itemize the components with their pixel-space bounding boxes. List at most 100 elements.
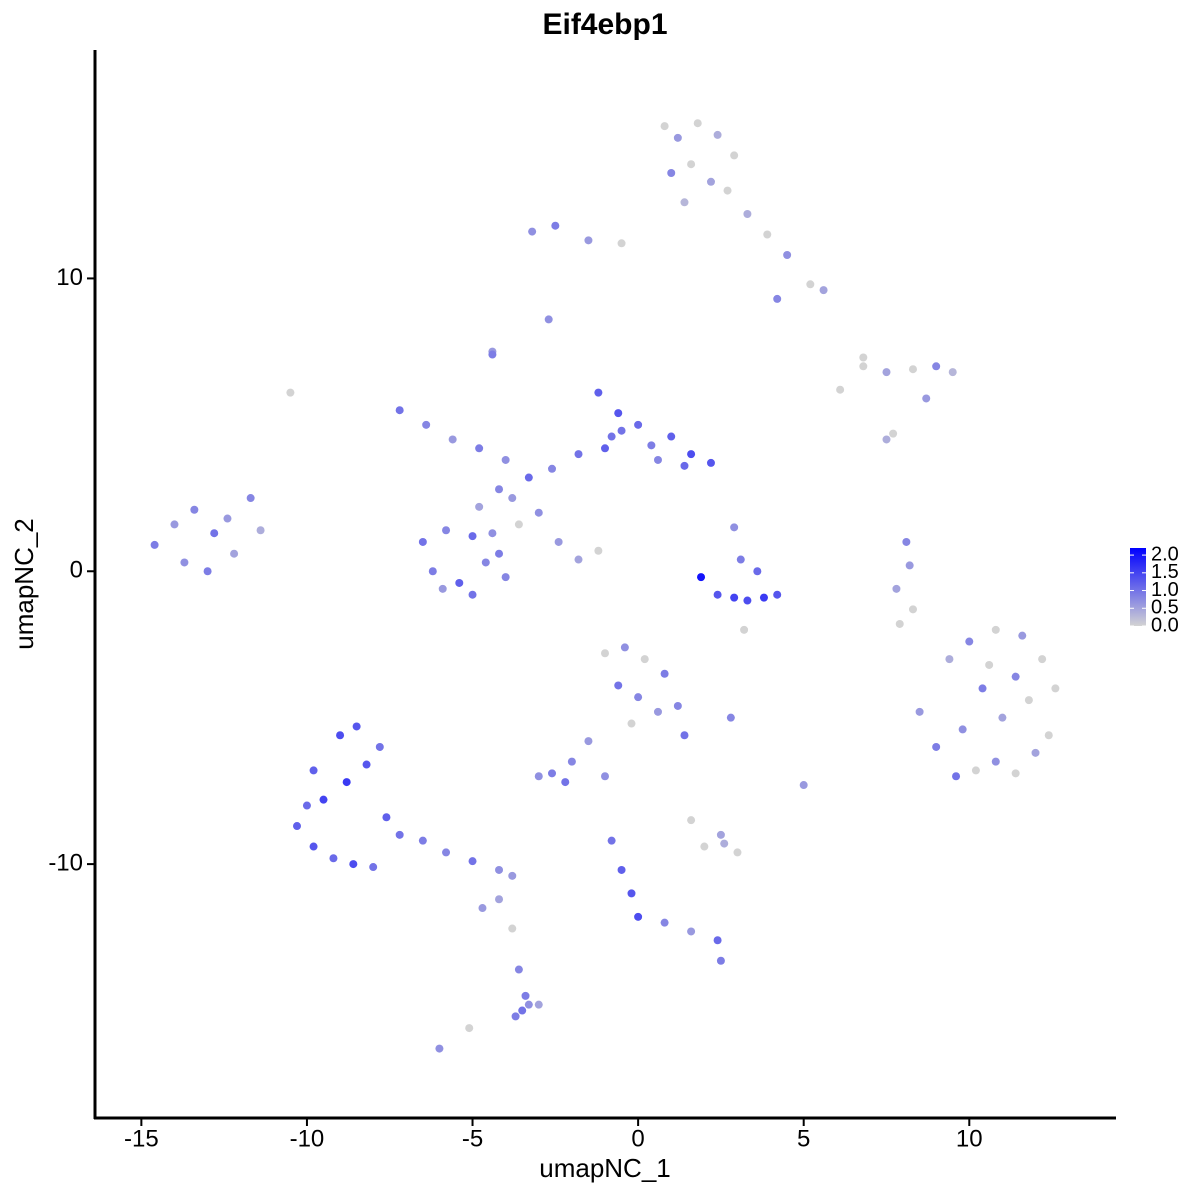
cell-point (915, 707, 924, 716)
y-tick-label: 10 (56, 264, 83, 291)
cell-point (567, 757, 576, 766)
cell-point (382, 813, 391, 822)
cell-point (859, 362, 868, 371)
cell-point (395, 830, 404, 839)
cell-point (895, 619, 904, 628)
cell-point (584, 737, 593, 746)
cell-point (819, 286, 828, 295)
cell-point (488, 350, 497, 359)
cell-point (716, 956, 725, 965)
colorbar-label: 2.0 (1151, 543, 1179, 565)
cell-point (342, 778, 351, 787)
colorbar-label: 0.5 (1151, 597, 1179, 619)
y-tick-label: -10 (48, 849, 83, 876)
cell-point (971, 766, 980, 775)
cell-point (680, 198, 689, 207)
cell-point (730, 151, 739, 160)
cell-point (958, 725, 967, 734)
cell-point (481, 558, 490, 567)
cell-point (1024, 696, 1033, 705)
cell-point (329, 854, 338, 863)
cell-point (455, 578, 464, 587)
cell-point (428, 567, 437, 576)
cell-point (594, 546, 603, 555)
cell-point (713, 590, 722, 599)
cell-point (991, 757, 1000, 766)
cell-point (534, 772, 543, 781)
cell-point (806, 280, 815, 289)
cell-point (302, 801, 311, 810)
cell-point (180, 558, 189, 567)
cell-point (617, 865, 626, 874)
cell-point (697, 573, 706, 582)
cell-point (660, 669, 669, 678)
cell-point (309, 766, 318, 775)
cell-point (836, 385, 845, 394)
cell-point (501, 455, 510, 464)
cell-point (544, 315, 553, 324)
cell-point (687, 927, 696, 936)
cell-point (617, 426, 626, 435)
cell-point (773, 590, 782, 599)
cell-point (720, 839, 729, 848)
cell-point (495, 865, 504, 874)
cell-point (730, 523, 739, 532)
cell-point (673, 701, 682, 710)
cell-point (647, 441, 656, 450)
cell-point (1011, 672, 1020, 681)
cell-point (524, 473, 533, 482)
cell-point (418, 836, 427, 845)
colorbar-label: 1.0 (1151, 579, 1179, 601)
cell-point (395, 406, 404, 415)
cell-point (922, 394, 931, 403)
cell-point (336, 731, 345, 740)
cell-point (514, 520, 523, 529)
cell-point (740, 625, 749, 634)
cell-point (998, 713, 1007, 722)
cell-point (1018, 631, 1027, 640)
cell-point (908, 605, 917, 614)
cell-point (448, 435, 457, 444)
cell-point (584, 236, 593, 245)
cell-point (362, 760, 371, 769)
cell-point (1011, 769, 1020, 778)
cell-point (653, 707, 662, 716)
cell-point (673, 133, 682, 142)
cell-point (653, 455, 662, 464)
cell-point (210, 529, 219, 538)
cell-point (667, 432, 676, 441)
cell-point (286, 388, 295, 397)
cell-point (882, 435, 891, 444)
cell-point (170, 520, 179, 529)
y-axis-label: umapNC_2 (9, 518, 39, 650)
cell-point (256, 526, 265, 535)
cell-point (190, 505, 199, 514)
cell-point (1038, 655, 1047, 664)
cell-point (468, 590, 477, 599)
cell-point (640, 655, 649, 664)
cell-point (574, 555, 583, 564)
cell-point (223, 514, 232, 523)
cell-point (508, 494, 517, 503)
cell-point (478, 904, 487, 913)
x-tick-label: -10 (290, 1125, 325, 1152)
cell-point (965, 637, 974, 646)
x-tick-label: 10 (956, 1125, 983, 1152)
colorbar-label: 1.5 (1151, 561, 1179, 583)
cell-point (892, 584, 901, 593)
cell-point (508, 871, 517, 880)
chart-title: Eif4ebp1 (542, 8, 667, 41)
cell-point (1031, 748, 1040, 757)
cell-point (660, 918, 669, 927)
cell-point (352, 722, 361, 731)
cell-point (889, 429, 898, 438)
cell-point (614, 681, 623, 690)
cell-point (293, 822, 302, 831)
cell-point (319, 795, 328, 804)
cell-point (607, 836, 616, 845)
cell-point (985, 660, 994, 669)
cell-point (551, 221, 560, 230)
cell-point (753, 567, 762, 576)
cell-point (723, 186, 732, 195)
